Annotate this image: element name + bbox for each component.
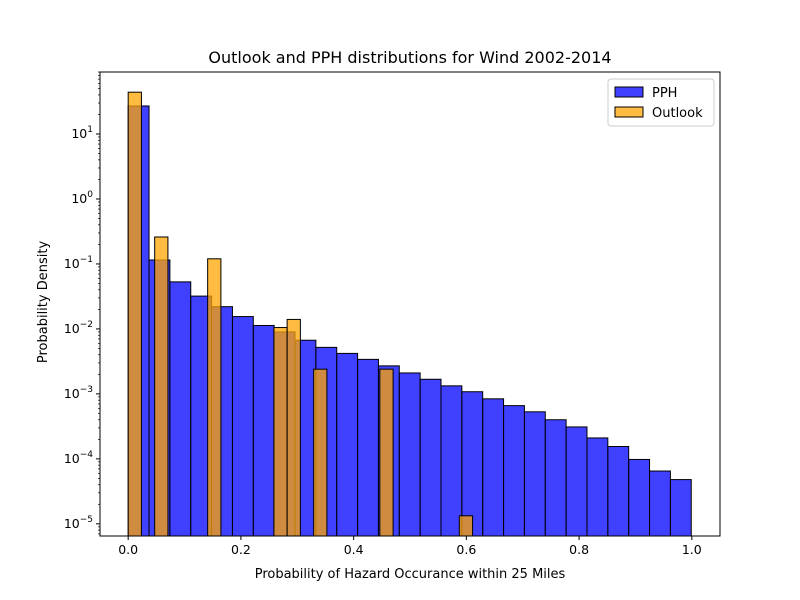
x-tick-label: 0.4 bbox=[344, 542, 364, 557]
pph-bar bbox=[419, 378, 442, 537]
chart-title: Outlook and PPH distributions for Wind 2… bbox=[208, 48, 611, 67]
pph-bar bbox=[628, 458, 651, 537]
y-tick-label: 10−2 bbox=[64, 320, 93, 336]
pph-bar bbox=[649, 470, 671, 537]
outlook-bars bbox=[127, 91, 474, 537]
pph-bar bbox=[231, 316, 254, 537]
pph-bar bbox=[252, 324, 275, 537]
x-axis-label: Probability of Hazard Occurance within 2… bbox=[255, 567, 566, 582]
axes: 0.0 0.2 0.4 0.6 0.8 1.0 10−5 10−4 10−3 10−2 10−1 10… bbox=[64, 71, 721, 557]
legend-swatch bbox=[614, 86, 644, 98]
legend-label: Outlook bbox=[652, 106, 703, 121]
outlook-bar bbox=[458, 515, 474, 537]
outlook-bar bbox=[379, 368, 394, 537]
pph-bar bbox=[565, 426, 588, 537]
legend-swatch bbox=[614, 106, 644, 118]
legend: PPH Outlook bbox=[607, 78, 715, 127]
y-tick-label: 10−1 bbox=[64, 255, 93, 271]
pph-bar bbox=[544, 419, 567, 537]
y-tick-label: 10−5 bbox=[64, 515, 93, 531]
x-tick-label: 0.2 bbox=[231, 542, 251, 557]
y-tick-label: 100 bbox=[71, 190, 93, 206]
y-axis-label: Probability Density bbox=[36, 241, 51, 364]
outlook-bar bbox=[286, 318, 301, 537]
pph-bar bbox=[357, 358, 379, 537]
pph-bar bbox=[669, 479, 692, 537]
legend-label: PPH bbox=[652, 86, 677, 101]
x-tick-label: 0.8 bbox=[569, 542, 589, 557]
y-tick-label: 101 bbox=[71, 125, 93, 141]
outlook-bar bbox=[273, 327, 288, 537]
x-tick-label: 0.6 bbox=[456, 542, 476, 557]
outlook-bar bbox=[313, 368, 328, 537]
y-tick-label: 10−4 bbox=[64, 450, 93, 466]
x-tick-label: 1.0 bbox=[682, 542, 702, 557]
pph-bar bbox=[523, 411, 546, 537]
outlook-bar bbox=[207, 258, 222, 537]
pph-bar bbox=[461, 391, 484, 537]
pph-bar bbox=[482, 398, 505, 537]
outlook-bar bbox=[127, 91, 142, 537]
plot-frame bbox=[99, 71, 721, 537]
pph-bar bbox=[586, 437, 609, 537]
x-tick-label: 0.0 bbox=[118, 542, 138, 557]
pph-bar bbox=[440, 385, 463, 537]
pph-bar bbox=[607, 446, 630, 537]
y-tick-label: 10−3 bbox=[64, 385, 93, 401]
pph-bar bbox=[336, 352, 359, 537]
pph-bar bbox=[503, 405, 525, 537]
outlook-bar bbox=[154, 236, 169, 537]
pph-bar bbox=[169, 281, 192, 537]
pph-bar bbox=[398, 372, 421, 537]
